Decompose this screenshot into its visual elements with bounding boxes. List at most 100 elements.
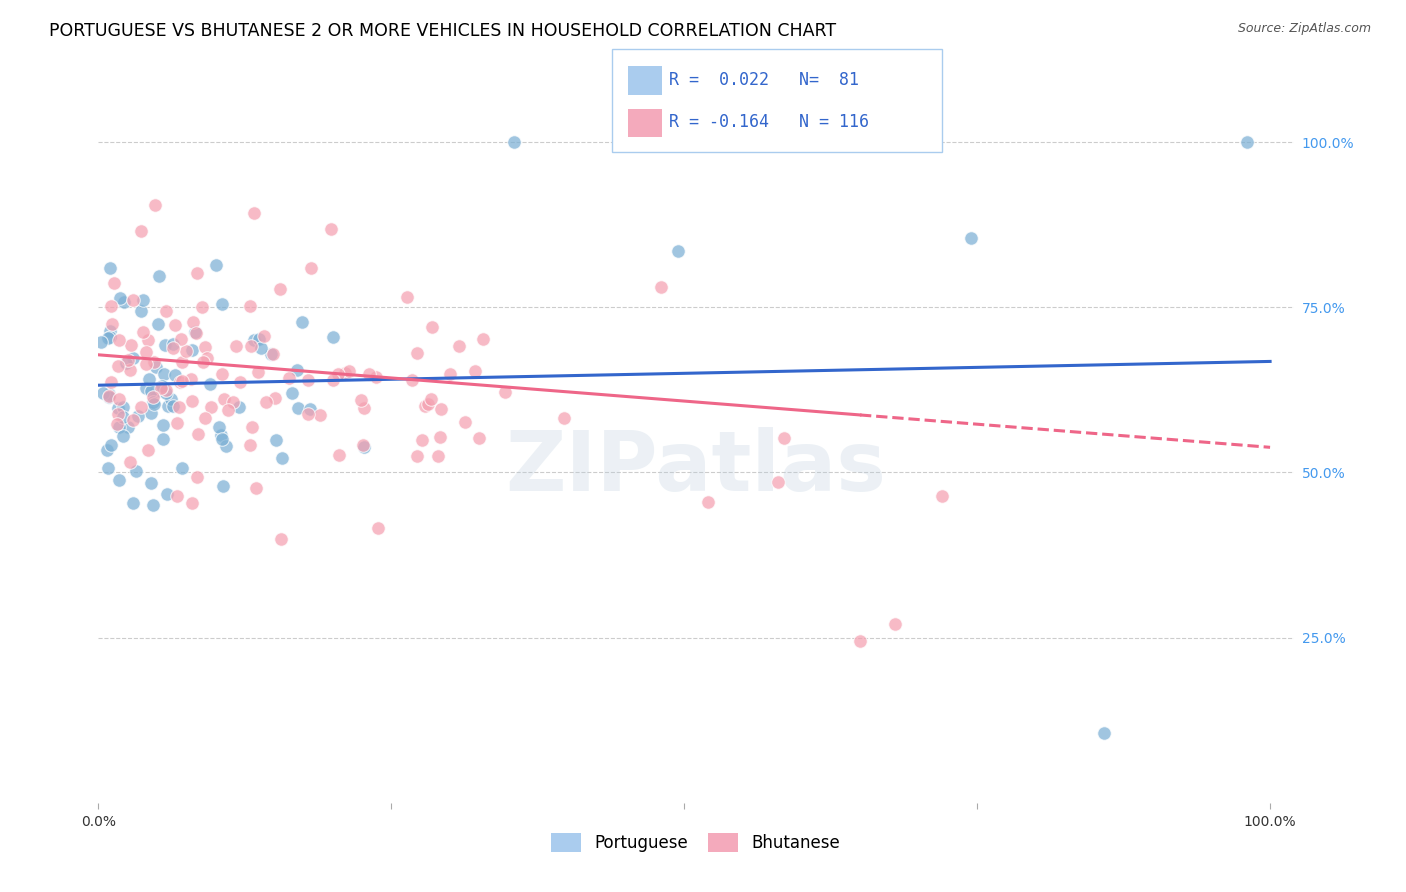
Point xyxy=(217,402,239,417)
Point xyxy=(406,449,429,463)
Point xyxy=(187,426,209,441)
Point xyxy=(90,335,112,350)
Point xyxy=(297,373,319,387)
Point xyxy=(162,399,184,413)
Point xyxy=(172,374,194,388)
Point xyxy=(200,400,222,414)
Point xyxy=(429,430,451,444)
Point xyxy=(299,402,322,417)
Point xyxy=(253,329,276,343)
Point xyxy=(108,333,131,347)
Point xyxy=(1092,726,1115,740)
Point xyxy=(240,339,263,353)
Point xyxy=(849,634,872,648)
Point xyxy=(269,282,291,296)
Point xyxy=(139,406,162,420)
Point xyxy=(181,496,204,510)
Point xyxy=(142,394,165,409)
Point xyxy=(105,417,128,431)
Point xyxy=(766,475,789,490)
Point xyxy=(406,346,429,360)
Point xyxy=(165,318,187,332)
Point xyxy=(301,261,323,276)
Point xyxy=(107,401,129,416)
Point xyxy=(98,260,121,275)
Point xyxy=(121,413,143,427)
Point xyxy=(184,326,207,341)
Point xyxy=(263,391,285,405)
Point xyxy=(127,409,149,424)
Point xyxy=(143,354,166,368)
Point xyxy=(98,330,121,344)
Text: PORTUGUESE VS BHUTANESE 2 OR MORE VEHICLES IN HOUSEHOLD CORRELATION CHART: PORTUGUESE VS BHUTANESE 2 OR MORE VEHICL… xyxy=(49,22,837,40)
Text: R = -0.164   N = 116: R = -0.164 N = 116 xyxy=(669,113,869,131)
Point xyxy=(195,351,218,366)
Point xyxy=(170,332,193,346)
Point xyxy=(131,303,153,318)
Point xyxy=(353,440,375,454)
Point xyxy=(211,368,233,382)
Point xyxy=(468,432,491,446)
Point xyxy=(108,292,131,306)
Point xyxy=(139,475,162,490)
Point xyxy=(162,342,184,356)
Point xyxy=(249,341,271,355)
Point xyxy=(198,376,221,391)
Point xyxy=(430,401,453,416)
Point xyxy=(333,367,356,381)
Point xyxy=(108,419,131,434)
Point xyxy=(111,429,134,443)
Point xyxy=(1236,135,1258,149)
Point xyxy=(277,371,299,385)
Point xyxy=(103,276,125,290)
Point xyxy=(367,521,389,535)
Point xyxy=(122,351,145,366)
Point xyxy=(131,400,153,414)
Point xyxy=(115,356,138,370)
Legend: Portuguese, Bhutanese: Portuguese, Bhutanese xyxy=(544,827,848,859)
Point xyxy=(152,367,174,381)
Point xyxy=(228,400,250,414)
Point xyxy=(156,487,179,501)
Point xyxy=(111,400,134,414)
Point xyxy=(337,364,360,378)
Point xyxy=(211,479,233,493)
Point xyxy=(208,420,231,434)
Text: ZIPatlas: ZIPatlas xyxy=(506,427,886,508)
Point xyxy=(107,359,129,374)
Point xyxy=(172,355,194,369)
Point xyxy=(143,198,166,212)
Point xyxy=(471,332,494,346)
Point xyxy=(225,339,247,353)
Point xyxy=(191,354,214,368)
Point xyxy=(260,346,283,360)
Point xyxy=(166,416,188,430)
Point xyxy=(135,381,157,395)
Point xyxy=(416,397,439,411)
Point xyxy=(181,315,204,329)
Point xyxy=(181,394,204,409)
Point xyxy=(243,333,266,347)
Point xyxy=(420,319,443,334)
Text: R =  0.022   N=  81: R = 0.022 N= 81 xyxy=(669,70,859,89)
Point xyxy=(280,386,302,401)
Point xyxy=(91,386,114,401)
Point xyxy=(194,411,217,425)
Point xyxy=(142,498,165,512)
Point xyxy=(131,326,153,340)
Point xyxy=(139,384,162,398)
Point xyxy=(136,442,159,457)
Point xyxy=(150,381,173,395)
Point xyxy=(96,443,118,458)
Point xyxy=(152,432,174,446)
Point xyxy=(193,340,215,354)
Point xyxy=(169,400,191,414)
Point xyxy=(503,135,526,149)
Point xyxy=(117,352,139,367)
Point xyxy=(122,293,145,308)
Point xyxy=(107,407,129,421)
Point xyxy=(142,397,165,411)
Point xyxy=(108,473,131,487)
Point xyxy=(297,407,319,421)
Point xyxy=(449,339,471,353)
